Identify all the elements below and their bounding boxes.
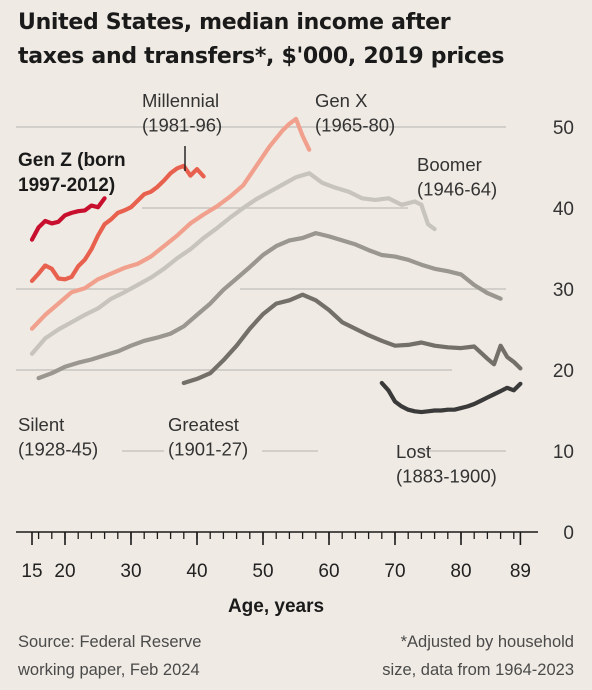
series-label-greatest: Greatest (1901-27) [168, 414, 248, 459]
series-line-boomer [29, 171, 437, 356]
series-line-gen-z [29, 196, 107, 242]
gridlines [16, 126, 506, 452]
series-line-millennial [29, 163, 206, 283]
x-axis-label: Age, years [228, 596, 324, 617]
y-tick-label-10: 10 [553, 442, 574, 463]
y-tick-label-30: 30 [553, 280, 574, 301]
chart-title-line-2: taxes and transfers*, $'000, 2019 prices [18, 44, 505, 69]
x-tick-label-80: 80 [450, 561, 471, 582]
x-tick-label-50: 50 [252, 561, 273, 582]
series-label-boomer: Boomer (1946-64) [417, 154, 497, 199]
y-tick-label-40: 40 [553, 199, 574, 220]
source-note: Source: Federal Reserve working paper, F… [18, 628, 201, 684]
series-label-line-1: Greatest [168, 414, 239, 435]
series-label-line-2: (1965-80) [315, 114, 395, 135]
series-lines [29, 116, 523, 415]
y-tick-label-20: 20 [553, 361, 574, 382]
series-label-line-1: Boomer [417, 154, 482, 175]
series-label-millennial: Millennial (1981-96) [142, 90, 222, 135]
series-label-line-1: Silent [18, 414, 64, 435]
series-line-gen-x [29, 116, 312, 331]
series-line-greatest [181, 292, 523, 386]
series-label-line-2: (1928-45) [18, 438, 98, 459]
income-by-age-chart: 0 10 20 30 40 50 Gen Z (born 1997-2012) Millenn… [16, 90, 574, 617]
x-axis: 15 20 30 40 50 60 70 80 89 Age, years [16, 531, 538, 617]
x-tick-label-60: 60 [318, 561, 339, 582]
series-label-line-2: 1997-2012) [18, 175, 115, 196]
series-labels: Gen Z (born 1997-2012) Millennial (1981-96)… [18, 90, 497, 486]
footnote: *Adjusted by household size, data from 1… [382, 628, 574, 684]
x-tick-label-89: 89 [510, 561, 531, 582]
x-tick-label-40: 40 [186, 561, 207, 582]
series-label-line-2: (1901-27) [168, 438, 248, 459]
x-tick-label-70: 70 [384, 561, 405, 582]
chart-title-line-1: United States, median income after [18, 10, 451, 35]
series-label-line-1: Lost [396, 441, 431, 462]
series-label-silent: Silent (1928-45) [18, 414, 98, 459]
chart-title: United States, median income after taxes… [18, 6, 578, 74]
series-label-line-1: Gen Z (born [18, 150, 126, 171]
series-label-line-1: Millennial [142, 90, 219, 111]
series-label-line-1: Gen X [315, 90, 367, 111]
x-tick-label-15: 15 [21, 561, 42, 582]
series-label-line-2: (1883-1900) [396, 465, 497, 486]
footnote-line-1: *Adjusted by household [400, 633, 574, 651]
series-label-lost: Lost (1883-1900) [396, 441, 497, 486]
source-line-2: working paper, Feb 2024 [18, 661, 200, 679]
source-line-1: Source: Federal Reserve [18, 633, 202, 651]
y-tick-label-0: 0 [563, 523, 574, 544]
series-label-line-2: (1946-64) [417, 178, 497, 199]
series-label-gen-z: Gen Z (born 1997-2012) [18, 150, 126, 196]
y-tick-label-50: 50 [553, 118, 574, 139]
x-tick-label-20: 20 [54, 561, 75, 582]
x-tick-label-30: 30 [120, 561, 141, 582]
y-tick-labels: 0 10 20 30 40 50 [553, 118, 574, 544]
series-label-gen-x: Gen X (1965-80) [315, 90, 395, 135]
series-line-silent [36, 231, 503, 381]
series-label-line-2: (1981-96) [142, 114, 222, 135]
footnote-line-2: size, data from 1964-2023 [382, 661, 574, 679]
series-line-lost [379, 380, 523, 415]
